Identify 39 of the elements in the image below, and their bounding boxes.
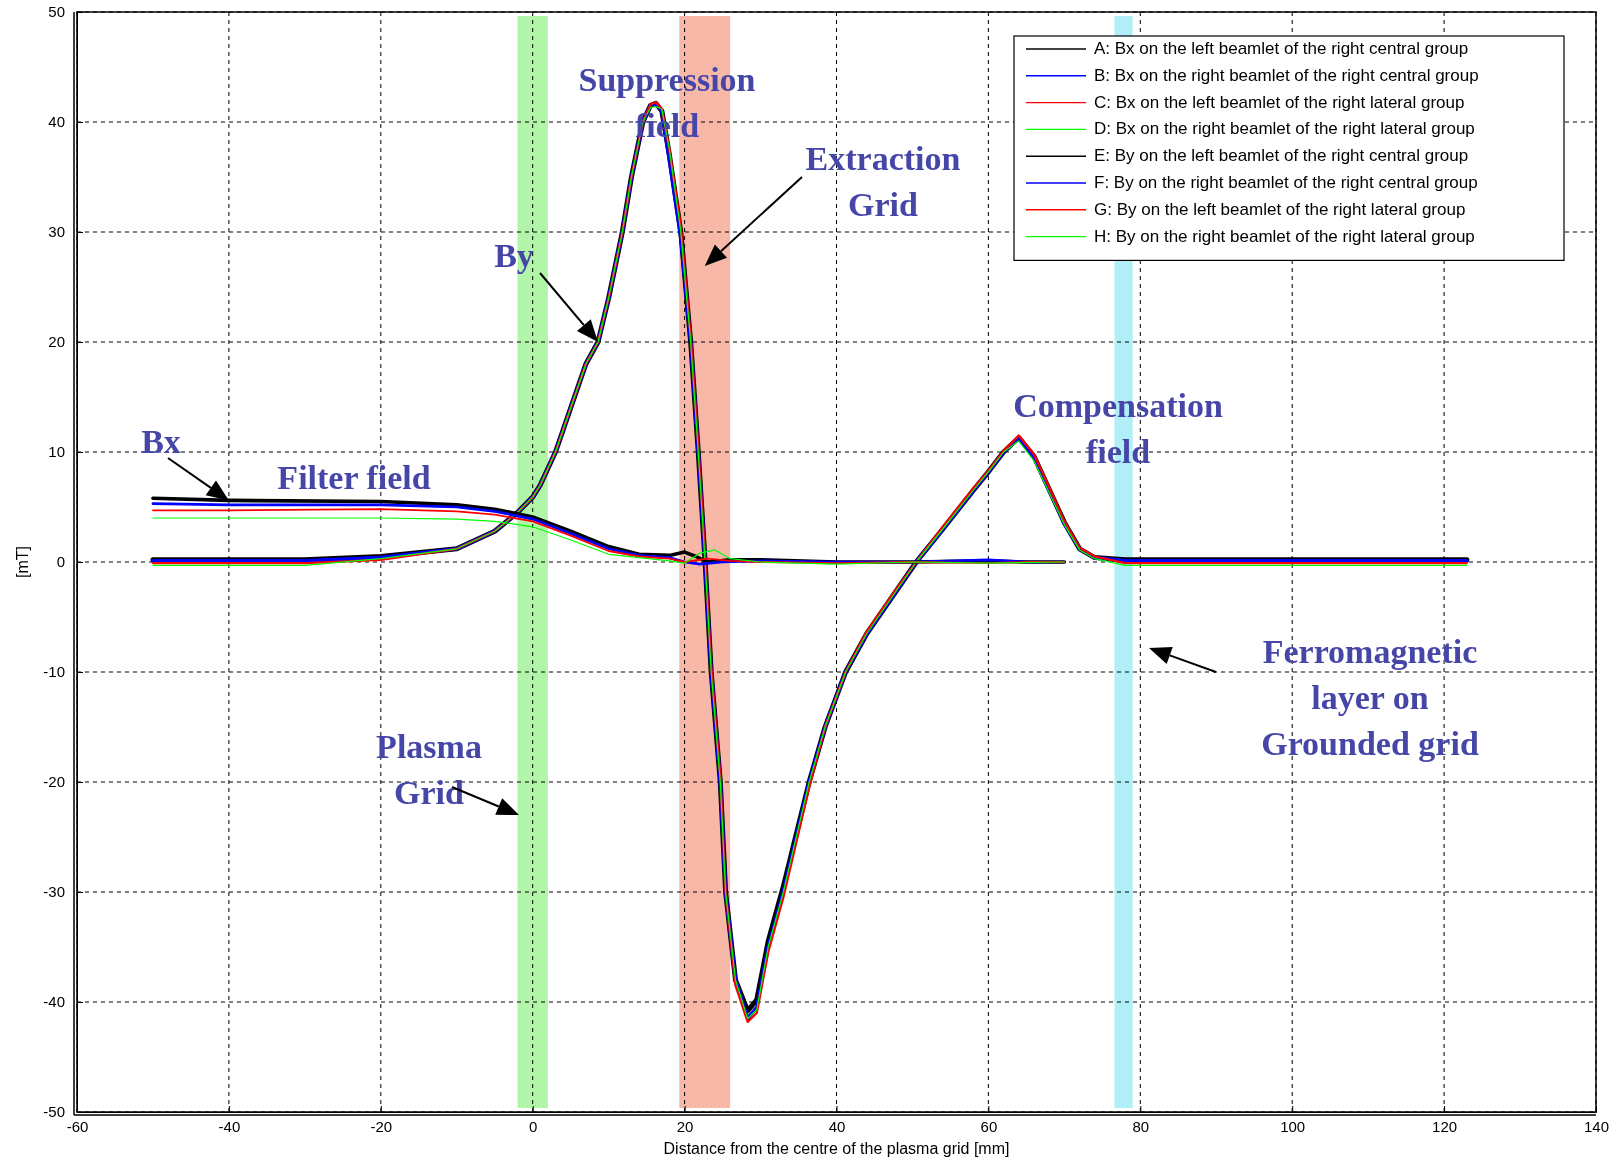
x-tick-label: 60 bbox=[980, 1117, 998, 1135]
annotation: By bbox=[494, 236, 534, 274]
legend-label: C: Bx on the left beamlet of the right lateral group bbox=[1094, 92, 1465, 112]
y-tick-label: -10 bbox=[43, 663, 65, 681]
x-tick-label: -40 bbox=[218, 1117, 241, 1135]
y-tick-label: -30 bbox=[43, 883, 65, 901]
y-tick-label: 50 bbox=[48, 3, 65, 21]
legend-label: B: Bx on the right beamlet of the right central group bbox=[1094, 65, 1479, 85]
x-tick-label: 120 bbox=[1432, 1117, 1458, 1135]
x-axis-title: Distance from the centre of the plasma grid [mm] bbox=[663, 1140, 1010, 1157]
legend-label: F: By on the right beamlet of the right central group bbox=[1094, 173, 1478, 192]
legend-label: E: By on the left beamlet of the right central group bbox=[1094, 146, 1469, 166]
y-tick-label: 10 bbox=[48, 443, 65, 461]
legend-label: A: Bx on the left beamlet of the right central group bbox=[1094, 39, 1469, 58]
x-tick-label: 20 bbox=[676, 1117, 694, 1135]
y-tick-label: 0 bbox=[56, 553, 65, 571]
x-tick-label: 40 bbox=[828, 1117, 846, 1135]
y-axis-title: [mT] bbox=[14, 546, 31, 578]
y-tick-label: 20 bbox=[48, 333, 65, 351]
legend-label: G: By on the left beamlet of the right lateral group bbox=[1094, 199, 1466, 219]
y-tick-label: 40 bbox=[48, 113, 65, 131]
annotation: Ferromagnetic layer on Grounded grid bbox=[1261, 632, 1479, 762]
y-tick-label: 30 bbox=[48, 223, 65, 241]
annotation: Filter field bbox=[277, 458, 431, 496]
y-tick-label: -20 bbox=[43, 773, 65, 791]
x-tick-label: 140 bbox=[1583, 1117, 1610, 1135]
x-tick-label: 80 bbox=[1132, 1117, 1150, 1135]
annotation: Bx bbox=[141, 422, 181, 460]
x-tick-label: 0 bbox=[529, 1117, 538, 1135]
x-tick-label: -60 bbox=[66, 1117, 89, 1135]
annotation: Compensation field bbox=[1013, 386, 1223, 470]
band-label: Extraction Grid bbox=[805, 139, 961, 223]
x-tick-label: -20 bbox=[370, 1117, 393, 1135]
y-tick-label: -50 bbox=[43, 1103, 65, 1121]
legend-label: D: Bx on the right beamlet of the right lateral group bbox=[1094, 119, 1475, 139]
legend-label: H: By on the right beamlet of the right lateral group bbox=[1094, 226, 1475, 246]
y-tick-label: -40 bbox=[43, 993, 65, 1011]
x-tick-label: 100 bbox=[1280, 1117, 1306, 1135]
annotation: Plasma Grid bbox=[376, 727, 482, 811]
